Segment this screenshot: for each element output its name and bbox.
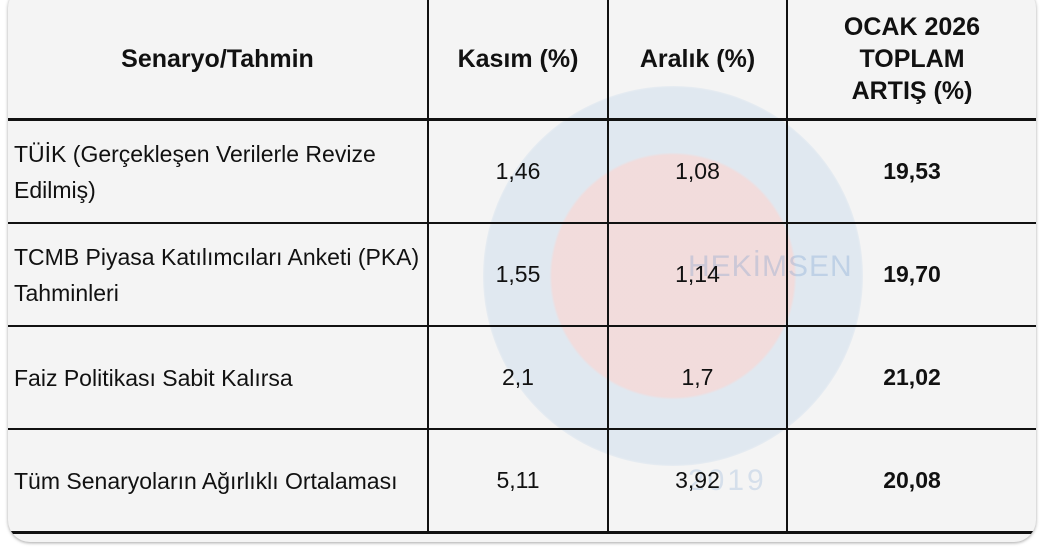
table-row: TÜİK (Gerçekleşen Verilerle Revize Edilm…: [8, 119, 1036, 224]
kasim-cell: 5,11: [427, 429, 608, 534]
header-scenario: Senaryo/Tahmin: [8, 0, 428, 121]
header-row: Senaryo/Tahmin Kasım (%) Aralık (%) OCAK…: [8, 0, 1036, 121]
table-row: Tüm Senaryoların Ağırlıklı Ortalaması 5,…: [8, 429, 1036, 534]
table-row: TCMB Piyasa Katılımcıları Anketi (PKA) T…: [8, 223, 1036, 327]
scenario-cell: Faiz Politikası Sabit Kalırsa: [8, 326, 428, 430]
toplam-cell: 19,53: [786, 119, 1036, 224]
table-row: Faiz Politikası Sabit Kalırsa 2,1 1,7 21…: [8, 326, 1036, 430]
scenario-table: Senaryo/Tahmin Kasım (%) Aralık (%) OCAK…: [8, 0, 1036, 534]
toplam-cell: 20,08: [786, 429, 1036, 534]
kasim-cell: 1,46: [427, 119, 608, 224]
kasim-cell: 1,55: [427, 223, 608, 327]
header-kasim: Kasım (%): [427, 0, 608, 121]
table-card: HEKİMSEN 2019 Senaryo/Tahmin Kasım (%) A…: [8, 0, 1036, 542]
header-toplam: OCAK 2026 TOPLAM ARTIŞ (%): [786, 0, 1036, 121]
aralik-cell: 1,7: [607, 326, 787, 430]
toplam-cell: 21,02: [786, 326, 1036, 430]
toplam-cell: 19,70: [786, 223, 1036, 327]
header-aralik: Aralık (%): [607, 0, 787, 121]
scenario-cell: TCMB Piyasa Katılımcıları Anketi (PKA) T…: [8, 223, 428, 327]
kasim-cell: 2,1: [427, 326, 608, 430]
aralik-cell: 3,92: [607, 429, 787, 534]
aralik-cell: 1,08: [607, 119, 787, 224]
scenario-cell: Tüm Senaryoların Ağırlıklı Ortalaması: [8, 429, 428, 534]
scenario-cell: TÜİK (Gerçekleşen Verilerle Revize Edilm…: [8, 119, 428, 224]
header-toplam-text: OCAK 2026 TOPLAM ARTIŞ (%): [843, 13, 981, 105]
aralik-cell: 1,14: [607, 223, 787, 327]
